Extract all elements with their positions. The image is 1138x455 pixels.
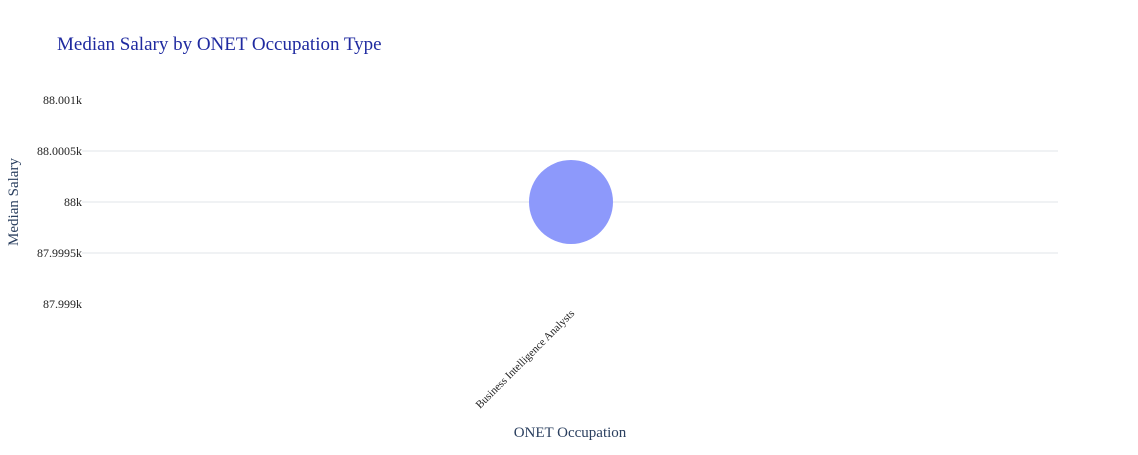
x-axis-ticks: Business Intelligence Analysts xyxy=(474,308,578,412)
plot-area xyxy=(529,160,613,244)
y-tick-label: 87.999k xyxy=(43,297,82,311)
chart-title: Median Salary by ONET Occupation Type xyxy=(57,34,382,55)
y-tick-label: 87.9995k xyxy=(37,246,82,260)
x-axis-title: ONET Occupation xyxy=(514,425,627,441)
y-tick-label: 88k xyxy=(64,195,82,209)
x-tick-label: Business Intelligence Analysts xyxy=(474,308,578,412)
data-point[interactable] xyxy=(529,160,613,244)
y-axis-ticks: 87.999k 87.9995k 88k 88.0005k 88.001k xyxy=(37,93,82,311)
y-tick-label: 88.0005k xyxy=(37,144,82,158)
y-tick-label: 88.001k xyxy=(43,93,82,107)
y-axis-title: Median Salary xyxy=(6,158,22,246)
